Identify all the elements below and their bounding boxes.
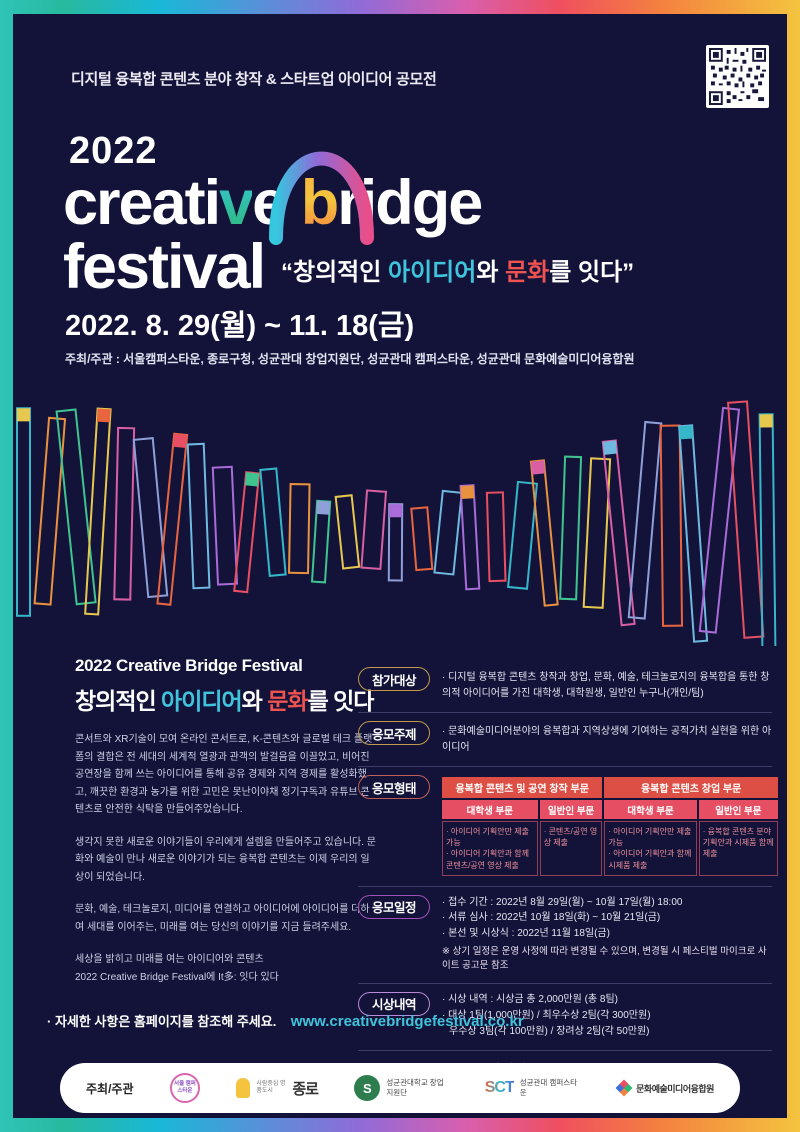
- format-badge: 응모형태: [358, 775, 430, 799]
- section-participation: 참가대상 · 디지털 융복합 콘텐츠 창작과 창업, 문화, 예술, 테크놀로지…: [358, 659, 772, 712]
- title-block: 2022 creative bridge festival: [63, 130, 483, 302]
- divider: [358, 712, 772, 713]
- bridge-arch-icon: [269, 151, 374, 245]
- intro-paragraph: 생각지 못한 새로운 이야기들이 우리에게 설렘을 만들어주고 있습니다. 문화…: [75, 836, 377, 883]
- format-sub-header: 일반인 부문: [539, 800, 603, 819]
- section-theme: 응모주제 · 문화예술미디어분야의 융복합과 지역상생에 기여하는 공적가치 실…: [358, 713, 772, 766]
- slogan-close-quote: ”: [622, 259, 635, 286]
- poster: 디지털 융복합 콘텐츠 분야 창작 & 스타트업 아이디어 공모전 2022 c…: [13, 14, 787, 1118]
- intro-ko-highlight-idea: 아이디어: [161, 688, 243, 714]
- title-festival: festival: [63, 231, 266, 302]
- schedule-note: ※ 상기 일정은 운영 사정에 따라 변경될 수 있으며, 변경될 시 페스티벌…: [442, 946, 767, 972]
- cami-diamond-icon: [615, 1079, 633, 1097]
- skku-seal-icon: S: [354, 1075, 381, 1101]
- section-format: 응모형태 융복합 콘텐츠 및 공연 창작 부문 융복합 콘텐츠 창업 부문 대학…: [358, 767, 778, 886]
- jongno-mascot-icon: [236, 1078, 251, 1098]
- logo-cami: 문화예술미디어융합원: [615, 1079, 714, 1097]
- slogan-highlight-culture: 문화: [505, 259, 550, 286]
- intro-paragraph: 세상을 밝히고 미래를 여는 아이디어와 콘텐츠 2022 Creative B…: [75, 954, 279, 983]
- intro-ko-text: 를 잇다: [307, 688, 375, 714]
- theme-text: · 문화예술미디어분야의 융복합과 지역상생에 기여하는 공적가치 실현을 위한…: [442, 726, 772, 753]
- schedule-line: · 접수 기간 : 2022년 8월 29일(월) ~ 10월 17일(월) 1…: [442, 896, 683, 908]
- slogan-text: 와: [476, 259, 506, 286]
- hosts-line: 주최/주관 : 서울캠퍼스타운, 종로구청, 성균관대 창업지원단, 성균관대 …: [65, 352, 635, 366]
- format-cell: · 아이디어 기획안만 제출 가능 · 아이디어 기획안과 함께 콘텐츠/공연 …: [442, 821, 538, 876]
- divider: [358, 885, 772, 887]
- logo-jongno: 사람중심 명품도시 종로: [236, 1078, 319, 1099]
- slogan-text: 창의적인: [293, 259, 388, 286]
- qr-code: [706, 45, 769, 108]
- format-cell: · 콘텐츠/공연 영상 제출: [539, 821, 603, 876]
- award-line: · 대상 1팀(1,000만원) / 최우수상 2팀(각 300만원): [442, 1009, 651, 1021]
- title-creati: creati: [63, 168, 221, 238]
- jongno-sub-text: 사람중심 명품도시: [256, 1080, 286, 1095]
- intro-ko-text: 창의적인: [75, 688, 162, 714]
- slogan-highlight-idea: 아이디어: [388, 259, 477, 286]
- website-line: · 자세한 사항은 홈페이지를 참조해 주세요. www.creativebri…: [47, 1011, 524, 1031]
- hosts-label: 주최/주관: [86, 1081, 134, 1096]
- divider: [358, 1049, 772, 1051]
- section-awards: 시상내역 · 시상 내역 : 시상금 총 2,000만원 (총 8팀) · 대상…: [358, 984, 772, 1050]
- schedule-badge: 응모일정: [358, 894, 430, 919]
- intro-title-ko: 창의적인 아이디어와 문화를 잇다: [75, 682, 377, 716]
- footer-logos-bar: 주최/주관 서울 캠퍼스타운 사람중심 명품도시 종로 S 성균관대학교 창업지…: [60, 1063, 740, 1113]
- jongno-name: 종로: [292, 1080, 319, 1098]
- participation-text: · 디지털 융복합 콘텐츠 창작과 창업, 문화, 예술, 테크놀로지의 융복합…: [442, 672, 770, 699]
- details-column: 참가대상 · 디지털 융복합 콘텐츠 창작과 창업, 문화, 예술, 테크놀로지…: [358, 659, 778, 1096]
- award-line: · 시상 내역 : 시상금 총 2,000만원 (총 8팀): [442, 993, 618, 1005]
- section-schedule: 응모일정 · 접수 기간 : 2022년 8월 29일(월) ~ 10월 17일…: [358, 887, 772, 983]
- cami-name: 문화예술미디어융합원: [636, 1083, 714, 1094]
- intro-ko-highlight-culture: 문화: [267, 688, 308, 714]
- divider: [358, 982, 772, 984]
- intro-paragraph: 콘서트와 XR기술이 모여 온라인 콘서트로, K-콘텐츠와 글로벌 테크 플랫…: [75, 734, 373, 815]
- format-sub-header: 대학생 부문: [604, 800, 697, 819]
- skku-startup-name: 성균관대학교 창업지원단: [386, 1078, 444, 1097]
- title-v-gradient: v: [219, 168, 254, 238]
- sct-letters-icon: SCT: [484, 1079, 515, 1096]
- intro-title-en: 2022 Creative Bridge Festival: [75, 656, 303, 675]
- logo-skku-startup: S 성균관대학교 창업지원단: [354, 1075, 448, 1101]
- title-year: 2022: [69, 130, 158, 172]
- format-group-header: 융복합 콘텐츠 및 공연 창작 부문: [442, 777, 603, 798]
- divider: [358, 766, 772, 767]
- format-table: 융복합 콘텐츠 및 공연 창작 부문 융복합 콘텐츠 창업 부문 대학생 부문 …: [442, 777, 778, 876]
- slogan-text: 를 잇다: [549, 259, 623, 286]
- sct-name: 성균관대 캠퍼스타운: [519, 1078, 578, 1097]
- awards-badge: 시상내역: [358, 991, 430, 1016]
- logo-seoul-campustown: 서울 캠퍼스타운: [169, 1073, 200, 1103]
- schedule-line: · 본선 및 시상식 : 2022년 11월 18일(금): [442, 927, 610, 939]
- format-cell: · 융복합 콘텐츠 분야 기획안과 시제품 함께 제출: [698, 821, 778, 876]
- title-b-gradient: b: [300, 168, 340, 238]
- bridge-wave-art: [16, 400, 777, 646]
- theme-badge: 응모주제: [358, 721, 430, 745]
- slogan-open-quote: “: [281, 259, 293, 286]
- slogan: “창의적인 아이디어와 문화를 잇다”: [281, 252, 634, 287]
- website-url: www.creativebridgefestival.co.kr: [290, 1013, 524, 1030]
- format-group-header: 융복합 콘텐츠 창업 부문: [604, 777, 778, 798]
- participation-badge: 참가대상: [358, 667, 430, 691]
- format-sub-header: 일반인 부문: [698, 800, 778, 819]
- event-date: 2022. 8. 29(월) ~ 11. 18(금): [65, 310, 415, 342]
- website-note: · 자세한 사항은 홈페이지를 참조해 주세요.: [47, 1014, 277, 1029]
- contest-label: 디지털 융복합 콘텐츠 분야 창작 & 스타트업 아이디어 공모전: [71, 71, 437, 88]
- format-sub-header: 대학생 부문: [442, 800, 538, 819]
- format-cell: · 아이디어 기획안만 제출 가능 · 아이디어 기획안과 함께 시제품 제출: [604, 821, 697, 876]
- logo-sct: SCT 성균관대 캠퍼스타운: [485, 1078, 582, 1098]
- intro-section: 2022 Creative Bridge Festival 창의적인 아이디어와…: [75, 656, 377, 986]
- intro-paragraph: 문화, 예술, 테크놀로지, 미디어를 연결하고 아이디어에 아이디어를 더하여…: [75, 904, 370, 933]
- seoul-campustown-icon: 서울 캠퍼스타운: [169, 1073, 200, 1103]
- intro-ko-text: 와: [241, 688, 268, 714]
- award-line: 우수상 3팀(각 100만원) / 장려상 2팀(각 50만원): [449, 1025, 650, 1037]
- schedule-line: · 서류 심사 : 2022년 10월 18일(화) ~ 10월 21일(금): [442, 912, 661, 924]
